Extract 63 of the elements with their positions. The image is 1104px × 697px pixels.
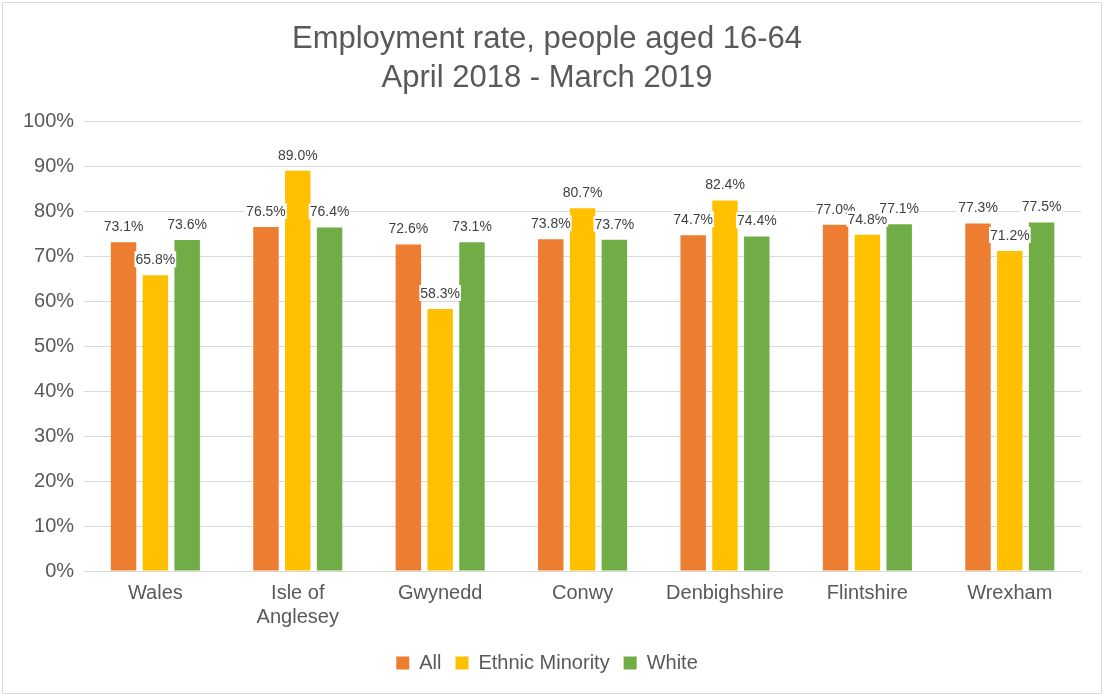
- data-label: 73.8%: [530, 215, 571, 232]
- bar: [601, 239, 628, 571]
- x-tick-label: Flintshire: [826, 580, 908, 603]
- data-label: 76.4%: [309, 203, 350, 220]
- data-label: 76.5%: [246, 202, 286, 219]
- data-label: 74.4%: [736, 212, 777, 229]
- bar: [886, 224, 912, 571]
- chart-title: Employment rate, people aged 16-64: [291, 20, 803, 56]
- bar: [1028, 222, 1055, 571]
- bar: [965, 223, 991, 571]
- y-tick-label: 20%: [34, 468, 75, 491]
- data-label: 89.0%: [277, 146, 318, 163]
- bar: [316, 227, 343, 571]
- y-tick-label: 70%: [34, 243, 75, 266]
- data-label: 82.4%: [705, 176, 745, 193]
- data-label: 65.8%: [135, 251, 176, 268]
- y-tick-label: 0%: [45, 558, 75, 581]
- bar: [142, 275, 169, 571]
- data-label: 72.6%: [388, 220, 429, 237]
- data-label: 74.7%: [673, 211, 714, 228]
- bar: [744, 236, 770, 571]
- chart-subtitle: April 2018 - March 2019: [381, 59, 713, 95]
- bar: [174, 240, 200, 571]
- y-tick-label: 40%: [34, 378, 75, 401]
- x-tick-label: Conwy: [552, 580, 614, 603]
- legend-label: White: [646, 650, 698, 673]
- bar: [110, 242, 137, 571]
- bar: [712, 200, 738, 571]
- data-label: 71.2%: [989, 226, 1030, 243]
- bar: [538, 239, 564, 571]
- x-tick-label: Isle of Anglesey: [256, 580, 339, 627]
- bar: [680, 235, 706, 571]
- bar: [285, 170, 311, 571]
- x-tick-label: Wales: [127, 580, 183, 603]
- y-tick-label: 60%: [34, 288, 75, 311]
- data-label: 77.3%: [958, 199, 998, 216]
- data-label: 77.1%: [879, 200, 920, 217]
- bar: [459, 242, 485, 571]
- y-tick-label: 30%: [34, 423, 75, 446]
- data-label: 73.6%: [167, 215, 208, 232]
- data-label: 58.3%: [420, 284, 461, 301]
- data-label: 77.5%: [1021, 198, 1062, 215]
- legend-label: Ethnic Minority: [478, 650, 610, 673]
- x-tick-label: Denbighshire: [666, 580, 784, 603]
- y-tick-label: 50%: [34, 333, 75, 356]
- data-label: 73.1%: [452, 218, 492, 235]
- x-tick-label: Wrexham: [967, 580, 1053, 603]
- y-tick-label: 100%: [23, 108, 75, 131]
- bar: [569, 208, 596, 571]
- y-tick-label: 90%: [34, 153, 75, 176]
- y-tick-label: 80%: [34, 198, 75, 221]
- data-label: 80.7%: [562, 184, 603, 201]
- data-label: 73.7%: [594, 215, 635, 232]
- y-tick-label: 10%: [34, 513, 75, 536]
- legend-label: All: [419, 650, 442, 673]
- bar: [395, 244, 422, 571]
- bar: [253, 227, 279, 571]
- bar: [997, 250, 1023, 571]
- bar: [822, 224, 849, 571]
- bar: [854, 234, 881, 571]
- x-tick-label: Gwynedd: [397, 580, 483, 603]
- bar: [427, 308, 453, 571]
- data-label: 73.1%: [103, 218, 144, 235]
